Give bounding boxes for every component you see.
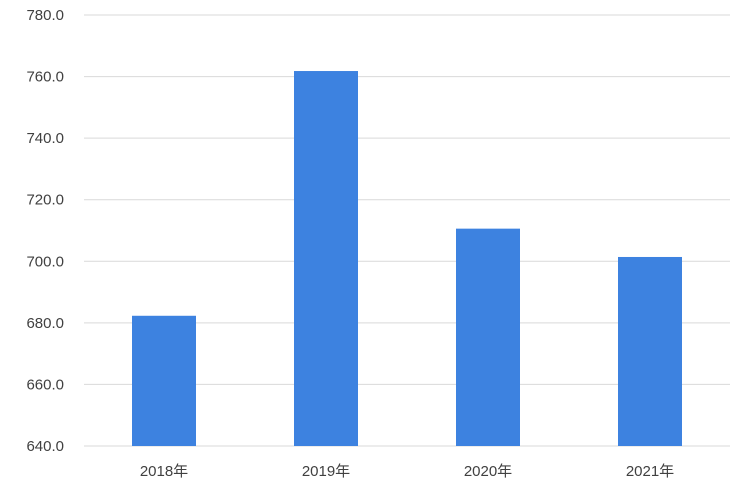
y-tick-label: 640.0 <box>26 438 64 455</box>
bars <box>132 71 682 446</box>
x-tick-label: 2018年 <box>140 463 188 480</box>
x-axis-labels: 2018年 2019年 2020年 2021年 <box>140 463 674 480</box>
y-axis-ticks: 640.0 660.0 680.0 700.0 720.0 740.0 760.0 780.0 <box>26 7 64 455</box>
y-tick-label: 720.0 <box>26 192 64 209</box>
x-tick-label: 2019年 <box>302 463 350 480</box>
y-tick-label: 760.0 <box>26 69 64 86</box>
y-tick-label: 700.0 <box>26 253 64 270</box>
bar-2021 <box>618 256 682 446</box>
y-tick-label: 780.0 <box>26 7 64 24</box>
x-tick-label: 2021年 <box>626 463 674 480</box>
bar-2019 <box>294 71 358 446</box>
y-tick-label: 740.0 <box>26 130 64 147</box>
y-tick-label: 680.0 <box>26 315 64 332</box>
y-tick-label: 660.0 <box>26 376 64 393</box>
bar-2018 <box>132 315 196 446</box>
bar-2020 <box>456 228 520 446</box>
x-tick-label: 2020年 <box>464 463 512 480</box>
